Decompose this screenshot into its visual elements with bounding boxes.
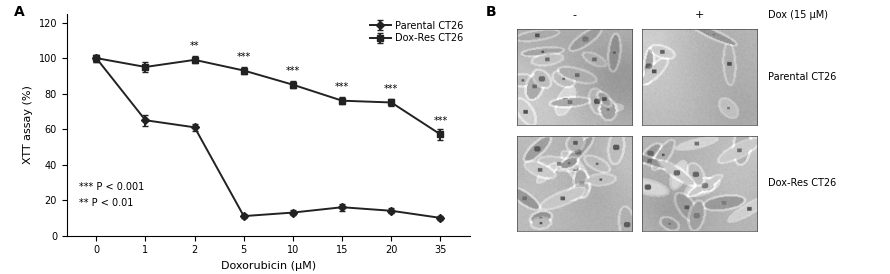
Text: Dox-Res CT26: Dox-Res CT26 bbox=[768, 178, 837, 189]
Legend: Parental CT26, Dox-Res CT26: Parental CT26, Dox-Res CT26 bbox=[368, 19, 465, 45]
Text: -: - bbox=[572, 10, 577, 20]
Text: +: + bbox=[694, 10, 704, 20]
Text: Dox (15 μM): Dox (15 μM) bbox=[768, 10, 829, 20]
Text: ***: *** bbox=[286, 66, 300, 76]
Text: ***: *** bbox=[433, 116, 448, 125]
Text: A: A bbox=[14, 5, 25, 19]
Text: Parental CT26: Parental CT26 bbox=[768, 72, 837, 82]
Text: ** P < 0.01: ** P < 0.01 bbox=[79, 198, 134, 208]
X-axis label: Doxorubicin (μM): Doxorubicin (μM) bbox=[221, 261, 316, 271]
Text: *** P < 0.001: *** P < 0.001 bbox=[79, 182, 144, 192]
Text: ***: *** bbox=[384, 84, 399, 94]
Y-axis label: XTT assay (%): XTT assay (%) bbox=[23, 85, 33, 164]
Text: ***: *** bbox=[237, 52, 251, 62]
Text: **: ** bbox=[190, 41, 199, 51]
Text: B: B bbox=[486, 5, 497, 19]
Text: ***: *** bbox=[335, 82, 349, 92]
